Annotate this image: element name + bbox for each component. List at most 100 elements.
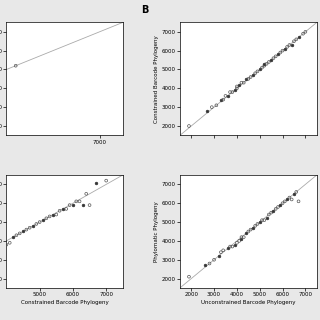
Point xyxy=(232,242,237,247)
Point xyxy=(54,212,59,217)
Point xyxy=(221,248,226,253)
Point xyxy=(303,29,308,34)
Point xyxy=(51,212,56,217)
Point xyxy=(284,44,290,50)
Point xyxy=(271,56,276,61)
Point xyxy=(24,227,29,232)
Point xyxy=(80,203,85,208)
Point xyxy=(271,208,276,213)
Point xyxy=(202,263,207,268)
Point xyxy=(292,39,297,44)
Point xyxy=(228,90,233,95)
Point xyxy=(284,197,290,202)
Point xyxy=(57,208,62,213)
Point xyxy=(74,199,79,204)
Point xyxy=(257,67,262,72)
Point xyxy=(264,216,269,221)
Point xyxy=(282,46,287,51)
Point xyxy=(225,246,230,251)
Point xyxy=(218,97,223,102)
Y-axis label: Phylomatic Phylogeny: Phylomatic Phylogeny xyxy=(154,201,159,262)
Point xyxy=(262,61,267,67)
Point xyxy=(225,93,230,99)
Point xyxy=(20,229,26,234)
Point xyxy=(47,214,52,219)
Point xyxy=(13,63,18,68)
Point xyxy=(205,108,210,114)
Point xyxy=(289,43,294,48)
Point xyxy=(278,50,283,55)
Point xyxy=(255,69,260,74)
Point xyxy=(232,88,237,93)
Point xyxy=(266,60,271,65)
Point xyxy=(289,197,294,202)
Point xyxy=(239,235,244,240)
Point xyxy=(252,71,258,76)
Point xyxy=(257,220,262,225)
Point xyxy=(241,235,246,240)
Point xyxy=(234,240,239,245)
Point xyxy=(0,244,2,249)
Point xyxy=(11,235,16,240)
Point xyxy=(252,223,258,228)
Point xyxy=(266,212,271,217)
Point xyxy=(262,218,267,223)
Point xyxy=(60,206,66,212)
Point xyxy=(187,274,192,279)
Point xyxy=(67,203,72,208)
Point xyxy=(268,210,274,215)
Point xyxy=(207,261,212,266)
Point xyxy=(30,223,36,228)
Point xyxy=(246,229,251,234)
Point xyxy=(278,203,283,208)
Point xyxy=(77,199,82,204)
Point xyxy=(262,63,267,68)
Point xyxy=(40,218,45,223)
Point xyxy=(255,221,260,227)
Point xyxy=(273,206,278,212)
Point xyxy=(236,238,242,244)
Point xyxy=(17,231,22,236)
Point xyxy=(280,48,285,53)
X-axis label: Unconstrained Barcode Phylogeny: Unconstrained Barcode Phylogeny xyxy=(201,300,296,305)
Point xyxy=(273,54,278,59)
Point xyxy=(287,43,292,48)
Point xyxy=(264,61,269,67)
Point xyxy=(250,73,255,78)
Point xyxy=(294,37,299,42)
Point xyxy=(64,206,69,212)
Point xyxy=(250,225,255,230)
Point xyxy=(44,216,49,221)
Point xyxy=(209,105,214,110)
Point xyxy=(296,35,301,40)
Point xyxy=(234,86,239,91)
Point xyxy=(230,90,235,95)
Point xyxy=(248,75,253,80)
Point xyxy=(246,76,251,82)
Point xyxy=(223,93,228,99)
Point xyxy=(296,199,301,204)
Point xyxy=(239,80,244,85)
Point xyxy=(221,97,226,102)
Point xyxy=(104,178,109,183)
Point xyxy=(212,257,217,262)
Point xyxy=(280,201,285,206)
Point xyxy=(216,253,221,259)
Point xyxy=(292,191,297,196)
Point xyxy=(4,242,9,247)
Point xyxy=(276,52,281,57)
Point xyxy=(94,180,99,185)
Point xyxy=(228,244,233,249)
Point xyxy=(14,233,19,238)
Point xyxy=(260,218,265,223)
Point xyxy=(300,31,306,36)
Point xyxy=(230,244,235,249)
Point xyxy=(37,220,42,225)
Point xyxy=(276,204,281,210)
Point xyxy=(239,236,244,242)
Point xyxy=(244,76,249,82)
Point xyxy=(287,195,292,200)
Point xyxy=(260,65,265,70)
Point xyxy=(27,225,32,230)
Point xyxy=(268,58,274,63)
